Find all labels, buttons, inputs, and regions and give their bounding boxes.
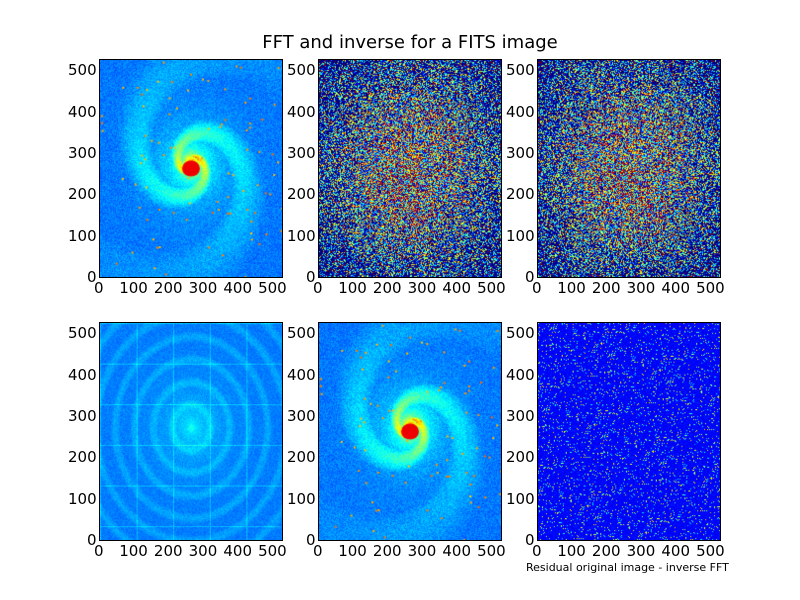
y-tick-label: 0 <box>525 531 535 549</box>
y-tick-label: 100 <box>68 489 97 508</box>
x-tick-label: 100 <box>119 542 148 560</box>
y-tick-label: 500 <box>506 61 535 80</box>
y-tick-label: 0 <box>87 531 97 549</box>
x-tick-label: 0 <box>532 542 542 560</box>
residual-xlabel: Residual original image - inverse FFT <box>526 561 729 574</box>
x-tick-label: 500 <box>696 542 725 560</box>
y-tick-label: 100 <box>68 226 97 245</box>
y-tick-label: 200 <box>506 448 535 467</box>
x-tick-label: 400 <box>442 542 471 560</box>
x-tick-label: 400 <box>223 542 252 560</box>
x-tick-label: 200 <box>153 279 183 297</box>
x-tick-label: 100 <box>557 542 586 560</box>
x-tick-label: 200 <box>372 279 402 297</box>
x-tick-label: 0 <box>94 542 104 560</box>
y-tick-label: 300 <box>68 144 97 163</box>
x-tick-label: 100 <box>338 542 367 560</box>
image-inverse-fft <box>319 323 501 540</box>
x-tick-label: 300 <box>626 542 656 560</box>
x-tick-label: 500 <box>477 542 506 560</box>
image-panel-residual <box>537 322 721 541</box>
y-tick-label: 200 <box>287 448 316 467</box>
image-residual <box>538 323 720 540</box>
x-tick-label: 300 <box>407 279 437 297</box>
x-tick-label: 400 <box>223 279 252 297</box>
y-tick-label: 0 <box>87 268 97 286</box>
x-tick-label: 500 <box>477 279 506 297</box>
x-tick-label: 0 <box>313 542 323 560</box>
x-tick-label: 400 <box>442 279 471 297</box>
y-tick-label: 400 <box>68 365 97 384</box>
y-tick-label: 500 <box>287 61 316 80</box>
x-tick-label: 0 <box>532 279 542 297</box>
y-tick-label: 500 <box>287 324 316 343</box>
y-tick-label: 400 <box>287 365 316 384</box>
x-tick-label: 300 <box>407 542 437 560</box>
x-tick-label: 0 <box>94 279 104 297</box>
y-tick-label: 300 <box>287 407 316 426</box>
image-panel-filtered <box>99 322 283 541</box>
x-tick-label: 200 <box>372 542 402 560</box>
y-tick-label: 0 <box>306 268 316 286</box>
x-tick-label: 200 <box>591 542 621 560</box>
y-tick-label: 500 <box>506 324 535 343</box>
y-tick-label: 300 <box>506 407 535 426</box>
y-tick-label: 300 <box>68 407 97 426</box>
y-tick-label: 200 <box>68 185 97 204</box>
x-tick-label: 500 <box>258 542 287 560</box>
y-tick-label: 100 <box>287 226 316 245</box>
x-tick-label: 500 <box>258 279 287 297</box>
image-filtered <box>100 323 282 540</box>
x-tick-label: 200 <box>591 279 621 297</box>
x-tick-label: 100 <box>338 279 367 297</box>
y-tick-label: 400 <box>506 365 535 384</box>
y-tick-label: 100 <box>287 489 316 508</box>
x-tick-label: 400 <box>661 279 690 297</box>
y-tick-label: 0 <box>525 268 535 286</box>
y-tick-label: 100 <box>506 226 535 245</box>
x-tick-label: 300 <box>188 279 218 297</box>
y-tick-label: 400 <box>68 102 97 121</box>
y-tick-label: 300 <box>287 144 316 163</box>
x-tick-label: 200 <box>153 542 183 560</box>
y-tick-label: 100 <box>506 489 535 508</box>
x-tick-label: 100 <box>119 279 148 297</box>
image-fft-phase <box>538 60 720 277</box>
image-panel-original <box>99 59 283 278</box>
x-tick-label: 400 <box>661 542 690 560</box>
y-tick-label: 0 <box>306 531 316 549</box>
y-tick-label: 200 <box>506 185 535 204</box>
x-tick-label: 500 <box>696 279 725 297</box>
image-panel-inverse-fft <box>318 322 502 541</box>
y-tick-label: 300 <box>506 144 535 163</box>
x-tick-label: 300 <box>188 542 218 560</box>
y-tick-label: 200 <box>287 185 316 204</box>
image-original <box>100 60 282 277</box>
y-tick-label: 500 <box>68 61 97 80</box>
y-tick-label: 500 <box>68 324 97 343</box>
image-panel-fft-amplitude <box>318 59 502 278</box>
figure-title: FFT and inverse for a FITS image <box>262 32 558 53</box>
x-tick-label: 300 <box>626 279 656 297</box>
x-tick-label: 0 <box>313 279 323 297</box>
y-tick-label: 400 <box>506 102 535 121</box>
image-fft-amplitude <box>319 60 501 277</box>
y-tick-label: 200 <box>68 448 97 467</box>
y-tick-label: 400 <box>287 102 316 121</box>
x-tick-label: 100 <box>557 279 586 297</box>
image-panel-fft-phase <box>537 59 721 278</box>
